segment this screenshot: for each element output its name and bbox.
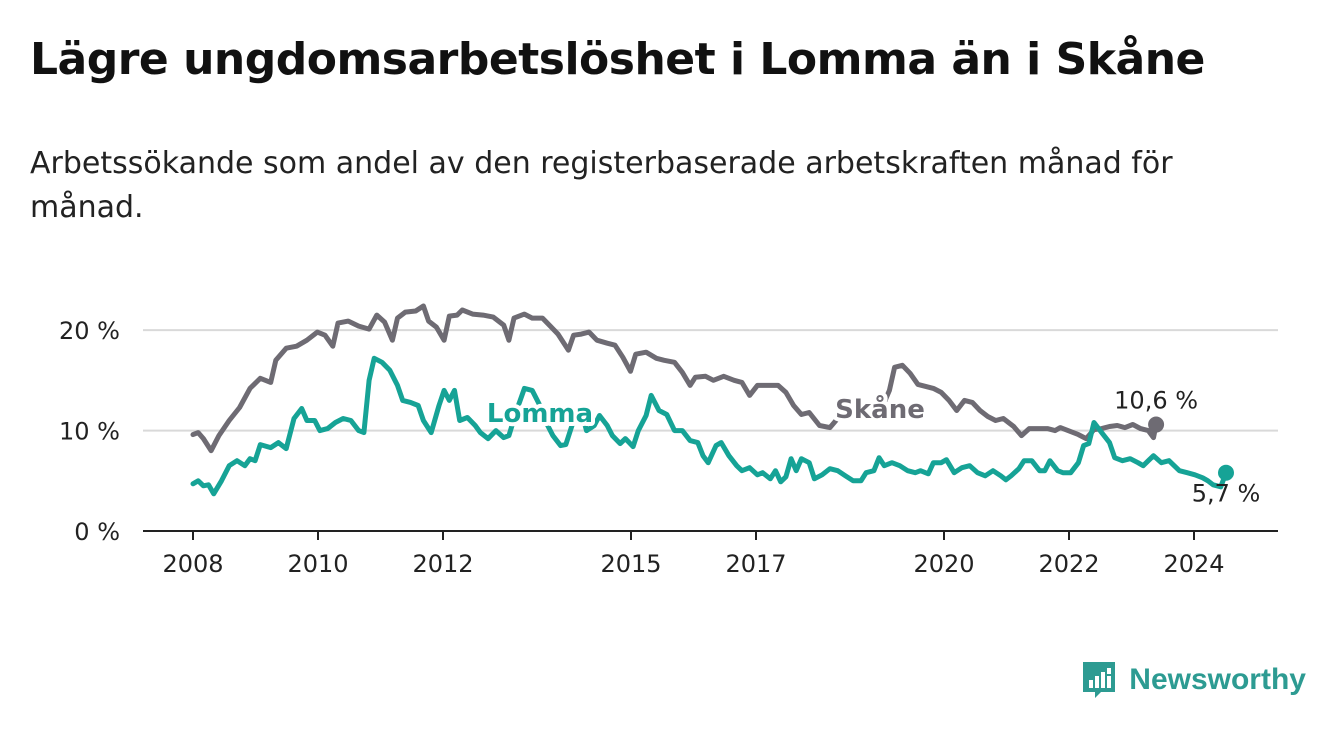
y-tick-label: 0 % bbox=[74, 518, 120, 546]
brand-logo: Newsworthy bbox=[1081, 660, 1306, 700]
x-tick-label: 2012 bbox=[412, 550, 473, 578]
y-tick-label: 10 % bbox=[59, 418, 120, 446]
brand-name: Newsworthy bbox=[1129, 663, 1306, 696]
series-label-halo: Lomma bbox=[487, 399, 593, 429]
end-point-skåne bbox=[1148, 416, 1165, 433]
x-tick-label: 2022 bbox=[1038, 550, 1099, 578]
series-line-lomma bbox=[190, 355, 1229, 497]
series-label-skåne: Skåne bbox=[835, 393, 925, 425]
end-value-label: 10,6 % bbox=[1114, 387, 1198, 415]
y-tick-label: 20 % bbox=[59, 317, 120, 345]
x-tick-label: 2010 bbox=[287, 550, 348, 578]
end-point-lomma bbox=[1218, 464, 1234, 481]
newsworthy-logo-icon bbox=[1083, 662, 1116, 698]
x-tick-label: 2024 bbox=[1163, 550, 1224, 578]
end-value-label: 5,7 % bbox=[1192, 480, 1261, 508]
x-tick-label: 2008 bbox=[162, 550, 223, 578]
x-tick-label: 2015 bbox=[600, 550, 661, 578]
chart-subtitle: Arbetssökande som andel av den registerb… bbox=[30, 146, 1173, 225]
series-label-halo: Skåne bbox=[835, 393, 925, 425]
line-chart: 0 % 10 % 20 % 2008 2010 2012 2015 2017 2020 2022 2… bbox=[59, 303, 1278, 578]
series-label-lomma: Lomma bbox=[487, 399, 593, 429]
series-line-skåne bbox=[190, 303, 1159, 454]
x-tick-label: 2020 bbox=[913, 550, 974, 578]
chart-title: Lägre ungdomsarbetslöshet i Lomma än i S… bbox=[30, 34, 1205, 85]
x-tick-label: 2017 bbox=[725, 550, 786, 578]
